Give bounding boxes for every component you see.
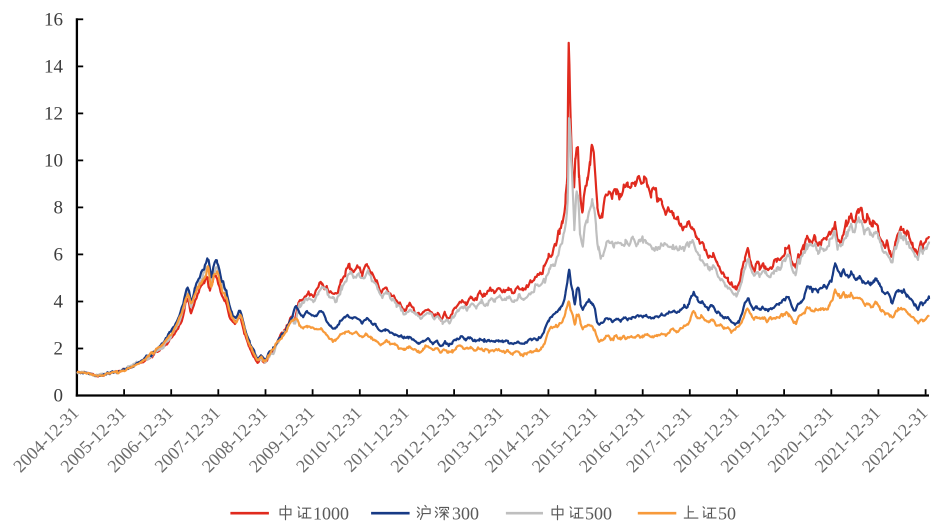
svg-text:2: 2	[54, 339, 64, 360]
svg-text:12: 12	[44, 104, 63, 125]
svg-text:6: 6	[54, 245, 64, 266]
svg-text:50: 50	[718, 504, 736, 524]
svg-text:14: 14	[44, 57, 64, 78]
svg-text:500: 500	[585, 504, 612, 524]
svg-text:8: 8	[54, 198, 64, 219]
svg-text:16: 16	[44, 10, 63, 31]
svg-text:0: 0	[54, 386, 64, 407]
svg-text:4: 4	[54, 292, 64, 313]
svg-text:300: 300	[452, 504, 479, 524]
svg-text:10: 10	[44, 151, 63, 172]
svg-text:1000: 1000	[313, 504, 349, 524]
